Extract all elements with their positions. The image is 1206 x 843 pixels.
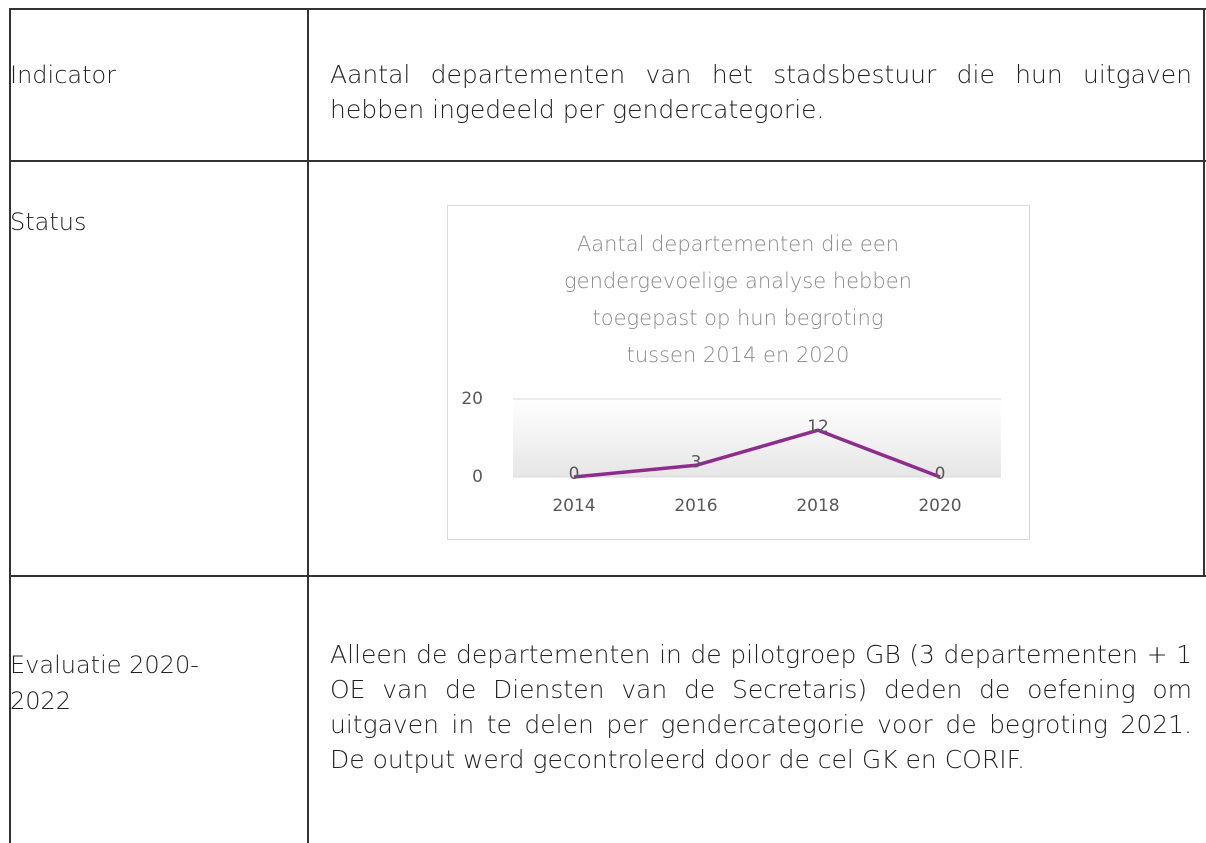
row-label: Status [10, 208, 87, 236]
cell-text: Aantal departementen van het stadsbestuu… [330, 60, 1192, 124]
row-label: Evaluatie 2020-2022 [10, 651, 199, 715]
chart-title: Aantal departementen die een gendergevoe… [564, 232, 912, 367]
x-tick-label: 2016 [674, 496, 717, 516]
x-tick-label: 2018 [796, 496, 839, 516]
data-label: 0 [935, 464, 946, 484]
line [573, 428, 941, 479]
table-border [10, 160, 1206, 162]
data-label: 3 [691, 452, 702, 472]
row-label: Indicator [10, 61, 117, 89]
cell-text: Alleen de departementen in de pilotgroep… [330, 640, 1192, 774]
y-tick-label: 20 [461, 389, 483, 409]
table-border [10, 8, 1206, 10]
plot-area [513, 399, 1001, 477]
y-tick-label: 0 [472, 467, 483, 487]
data-label: 0 [569, 464, 580, 484]
chart: 0 20 2014 2016 2018 2020 0 3 12 0 Aantal departem… [447, 205, 1030, 540]
table-border [10, 575, 1206, 577]
data-label: 12 [807, 417, 829, 437]
table-border [9, 8, 11, 843]
x-tick-label: 2020 [918, 496, 961, 516]
table-border [1203, 8, 1205, 577]
x-tick-label: 2014 [552, 496, 595, 516]
chart-svg: 0 20 2014 2016 2018 2020 0 3 12 0 [461, 389, 1001, 516]
table-border [307, 8, 309, 843]
